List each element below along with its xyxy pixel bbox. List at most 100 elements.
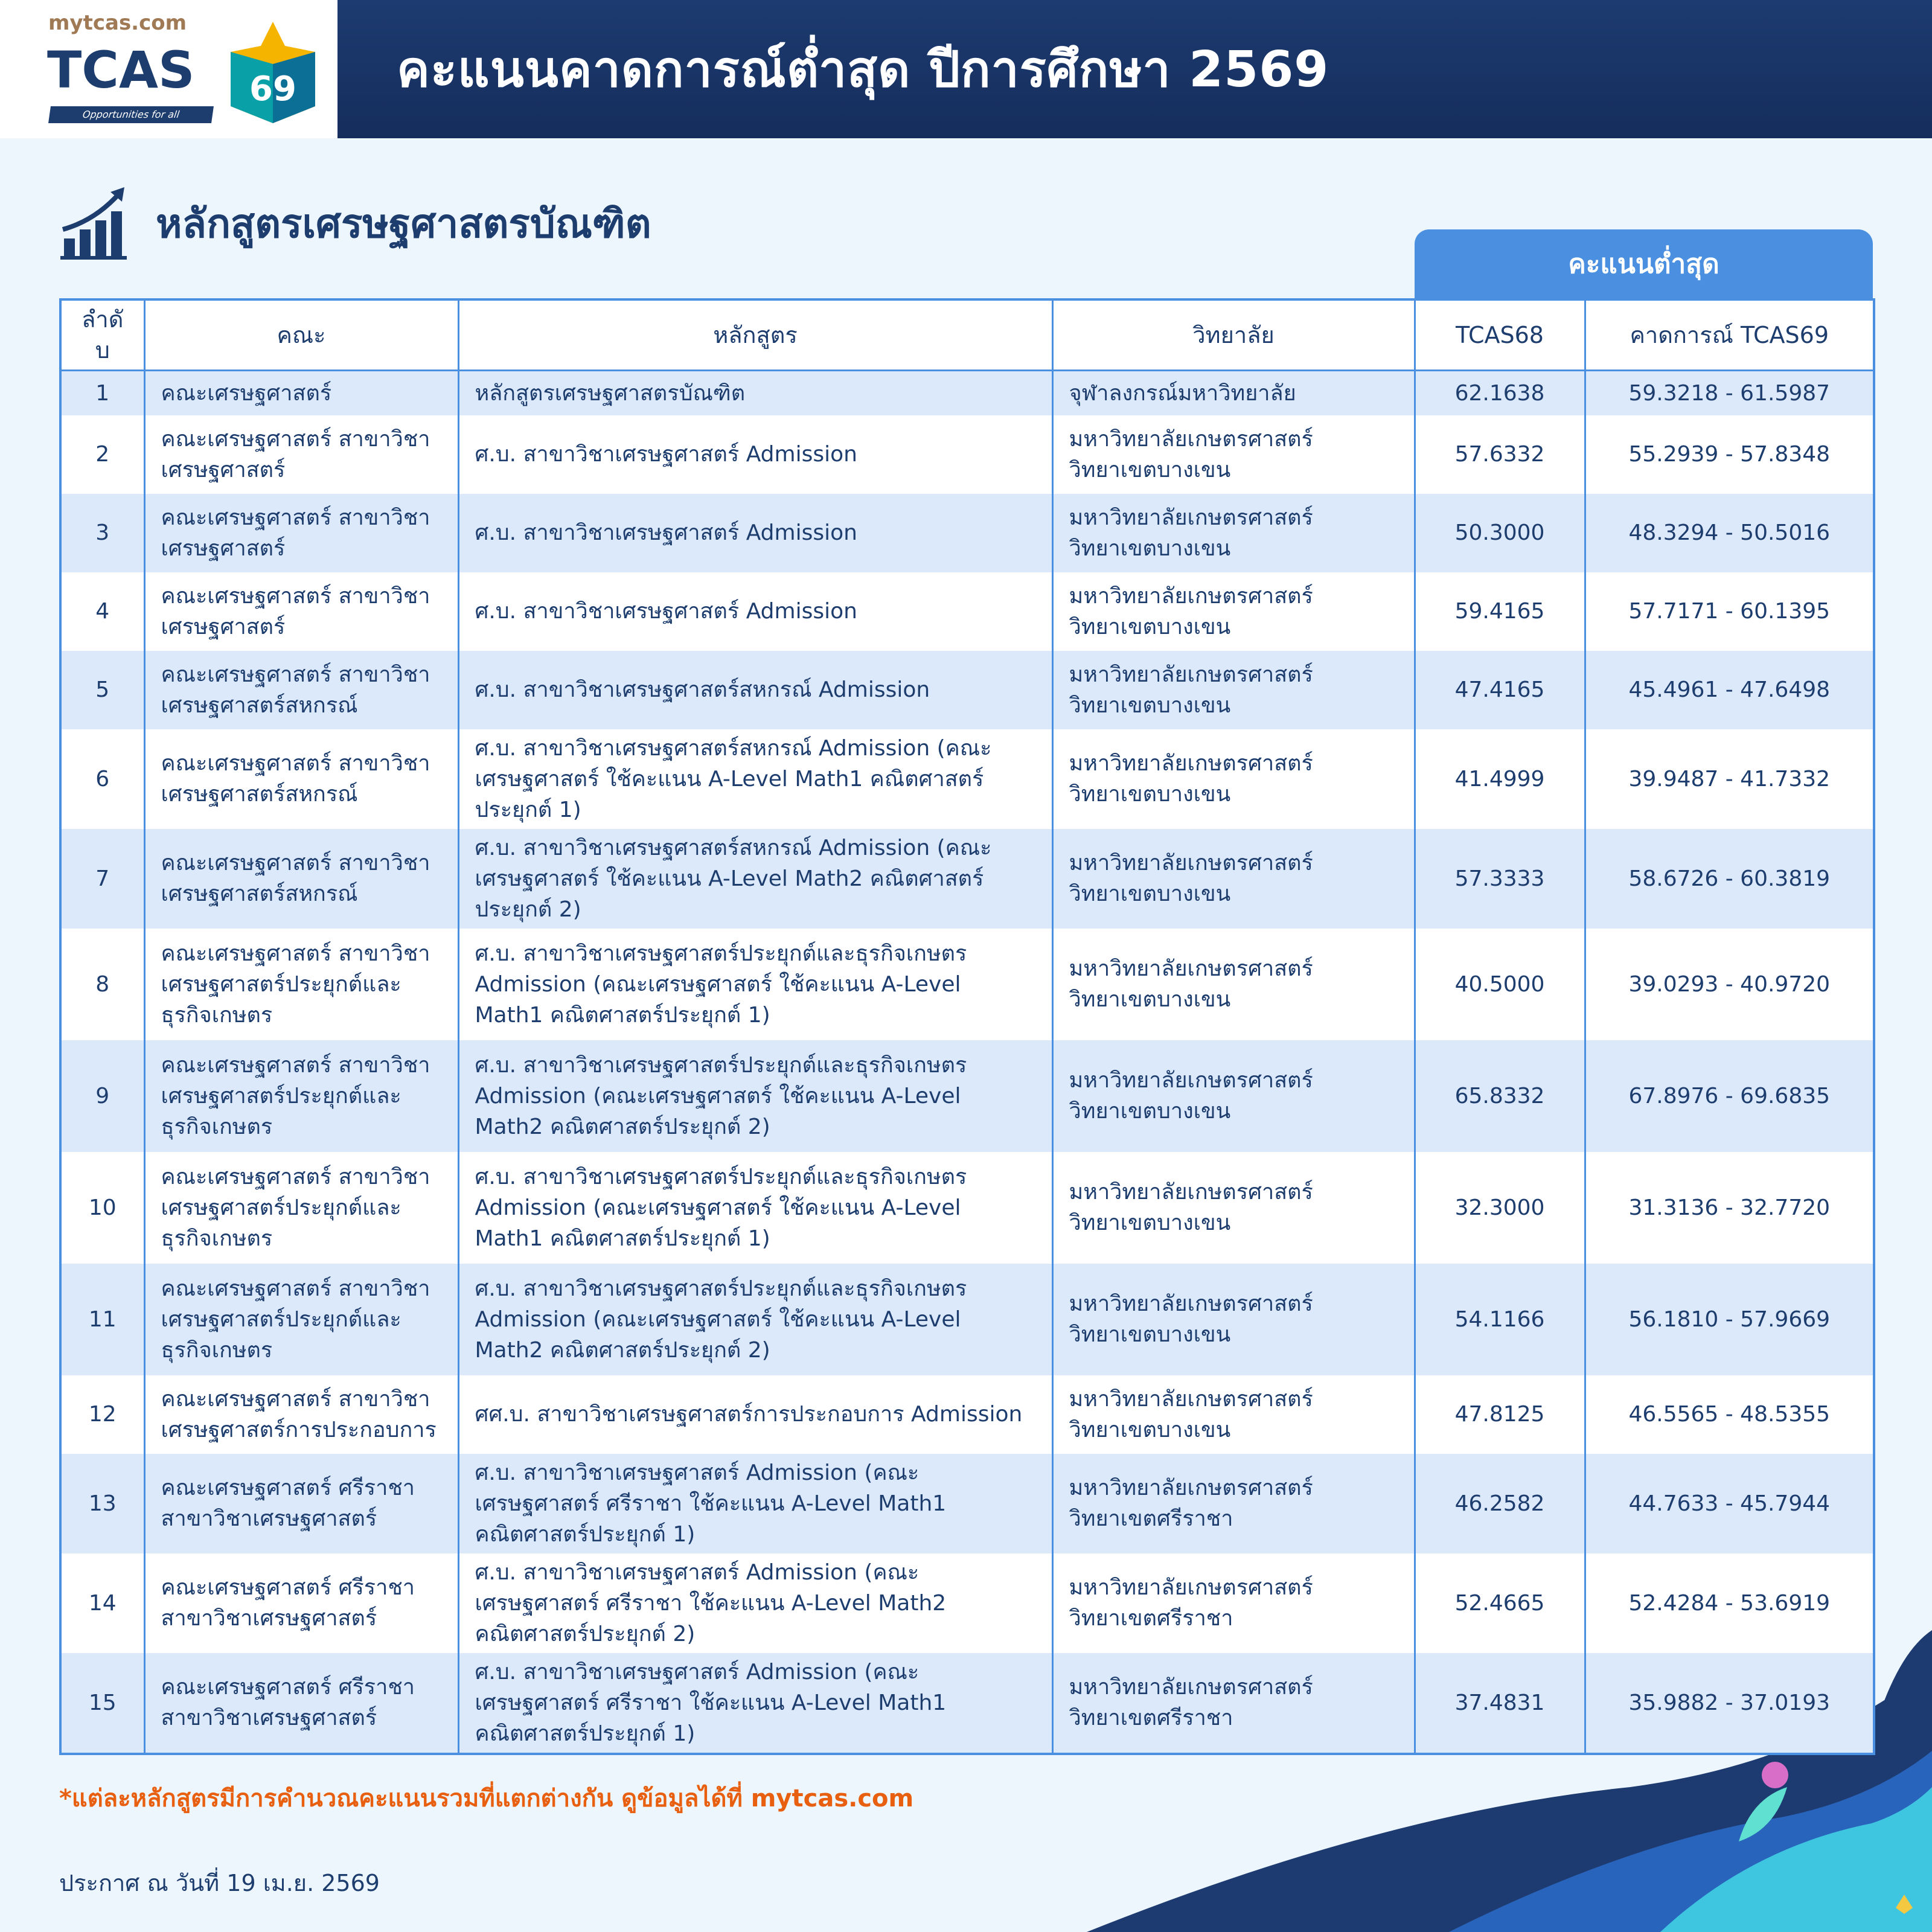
cell-tcas68-score: 47.4165 [1413, 650, 1586, 729]
table-row: 1 คณะเศรษฐศาสตร์ หลักสูตรเศรษฐศาสตรบัณฑิตจ… [59, 370, 1875, 415]
cell-rank: 1 [59, 370, 146, 415]
cell-program: ศ.บ. สาขาวิชาเศรษฐศาสตร์ Admission (คณะเ… [457, 1453, 1054, 1553]
cell-rank: 2 [59, 415, 146, 494]
table-row: 9 คณะเศรษฐศาสตร์ สาขาวิชาเศรษฐศาสตร์ประยุ… [59, 1040, 1875, 1152]
cell-tcas69-forecast: 46.5565 - 48.5355 [1584, 1375, 1875, 1454]
cell-program: ศ.บ. สาขาวิชาเศรษฐศาสตร์ประยุกต์และธุรกิ… [457, 1263, 1054, 1375]
table-row: 8 คณะเศรษฐศาสตร์ สาขาวิชาเศรษฐศาสตร์ประยุ… [59, 928, 1875, 1040]
cell-program: ศ.บ. สาขาวิชาเศรษฐศาสตร์ Admission (คณะเ… [457, 1553, 1054, 1653]
cell-tcas69-forecast: 35.9882 - 37.0193 [1584, 1652, 1875, 1754]
cell-program: ศ.บ. สาขาวิชาเศรษฐศาสตร์ Admission (คณะเ… [457, 1652, 1054, 1754]
cell-tcas68-score: 40.5000 [1413, 928, 1586, 1040]
cell-tcas69-forecast: 31.3136 - 32.7720 [1584, 1151, 1875, 1264]
cell-faculty: คณะเศรษฐศาสตร์ สาขาวิชาเศรษฐศาสตร์ประยุก… [143, 1151, 459, 1264]
cell-tcas68-score: 50.3000 [1413, 493, 1586, 572]
cell-rank: 14 [59, 1553, 146, 1653]
tcas-logo: mytcas.com TCAS Opportunities for all 69 [0, 0, 337, 138]
cell-tcas69-forecast: 48.3294 - 50.5016 [1584, 493, 1875, 572]
cell-faculty: คณะเศรษฐศาสตร์ สาขาวิชาเศรษฐศาสตร์สหกรณ์ [143, 729, 459, 829]
cell-tcas68-score: 59.4165 [1413, 572, 1586, 651]
logo-tagline: Opportunities for all [48, 106, 214, 123]
table-row: 7 คณะเศรษฐศาสตร์ สาขาวิชาเศรษฐศาสตร์สหกรณ… [59, 828, 1875, 929]
page-title: คะแนนคาดการณ์ต่ำสุด ปีการศึกษา 2569 [397, 40, 1329, 98]
cell-university: มหาวิทยาลัยเกษตรศาสตร์ วิทยาเขตศรีราชา [1051, 1652, 1416, 1754]
cell-faculty: คณะเศรษฐศาสตร์ สาขาวิชาเศรษฐศาสตร์ [143, 415, 459, 494]
cell-university: มหาวิทยาลัยเกษตรศาสตร์ วิทยาเขตบางเขน [1051, 1151, 1416, 1264]
cell-tcas68-score: 46.2582 [1413, 1453, 1586, 1553]
table-row: 5 คณะเศรษฐศาสตร์ สาขาวิชาเศรษฐศาสตร์สหกรณ… [59, 650, 1875, 729]
cell-program: ศ.บ. สาขาวิชาเศรษฐศาสตร์ประยุกต์และธุรกิ… [457, 1151, 1054, 1264]
cell-tcas69-forecast: 55.2939 - 57.8348 [1584, 415, 1875, 494]
cell-faculty: คณะเศรษฐศาสตร์ สาขาวิชาเศรษฐศาสตร์สหกรณ์ [143, 650, 459, 729]
announce-date: ประกาศ ณ วันที่ 19 เม.ย. 2569 [59, 1870, 380, 1896]
cell-rank: 8 [59, 928, 146, 1040]
section-title: หลักสูตรเศรษฐศาสตรบัณฑิต [156, 200, 651, 247]
cell-program: ศ.บ. สาขาวิชาเศรษฐศาสตร์ Admission [457, 415, 1054, 494]
table-row: 12 คณะเศรษฐศาสตร์ สาขาวิชาเศรษฐศาสตร์การป… [59, 1375, 1875, 1454]
cell-tcas68-score: 62.1638 [1413, 370, 1586, 415]
table-header-row: ลำดับ คณะ หลักสูตร วิทยาลัย TCAS68 คาดกา… [59, 299, 1875, 371]
cell-rank: 4 [59, 572, 146, 651]
title-banner: คะแนนคาดการณ์ต่ำสุด ปีการศึกษา 2569 [337, 0, 1932, 138]
cell-tcas68-score: 47.8125 [1413, 1375, 1586, 1454]
cell-university: มหาวิทยาลัยเกษตรศาสตร์ วิทยาเขตบางเขน [1051, 729, 1416, 829]
cell-faculty: คณะเศรษฐศาสตร์ สาขาวิชาเศรษฐศาสตร์สหกรณ์ [143, 828, 459, 929]
table-row: 3 คณะเศรษฐศาสตร์ สาขาวิชาเศรษฐศาสตร์ ศ.บ. … [59, 493, 1875, 572]
cell-program: ศ.บ. สาขาวิชาเศรษฐศาสตร์ประยุกต์และธุรกิ… [457, 1040, 1054, 1152]
col-program: หลักสูตร [457, 299, 1054, 371]
cell-university: มหาวิทยาลัยเกษตรศาสตร์ วิทยาเขตบางเขน [1051, 1263, 1416, 1375]
cell-faculty: คณะเศรษฐศาสตร์ สาขาวิชาเศรษฐศาสตร์ประยุก… [143, 1263, 459, 1375]
col-tcas69-forecast: คาดการณ์ TCAS69 [1584, 299, 1875, 371]
cell-tcas68-score: 52.4665 [1413, 1553, 1586, 1653]
table-row: 6 คณะเศรษฐศาสตร์ สาขาวิชาเศรษฐศาสตร์สหกรณ… [59, 729, 1875, 829]
table-row: 4 คณะเศรษฐศาสตร์ สาขาวิชาเศรษฐศาสตร์ ศ.บ. … [59, 572, 1875, 651]
cell-tcas68-score: 57.6332 [1413, 415, 1586, 494]
cell-tcas69-forecast: 57.7171 - 60.1395 [1584, 572, 1875, 651]
table-row: 13 คณะเศรษฐศาสตร์ ศรีราชา สาขาวิชาเศรษฐศา… [59, 1453, 1875, 1553]
logo-brand: TCAS [47, 40, 195, 100]
cell-program: ศ.บ. สาขาวิชาเศรษฐศาสตร์ Admission [457, 572, 1054, 651]
cell-university: มหาวิทยาลัยเกษตรศาสตร์ วิทยาเขตศรีราชา [1051, 1453, 1416, 1553]
cell-faculty: คณะเศรษฐศาสตร์ สาขาวิชาเศรษฐศาสตร์การประ… [143, 1375, 459, 1454]
cell-rank: 6 [59, 729, 146, 829]
cell-university: จุฬาลงกรณ์มหาวิทยาลัย [1051, 370, 1416, 415]
cell-tcas69-forecast: 67.8976 - 69.6835 [1584, 1040, 1875, 1152]
cell-university: มหาวิทยาลัยเกษตรศาสตร์ วิทยาเขตบางเขน [1051, 415, 1416, 494]
cell-rank: 15 [59, 1652, 146, 1754]
cell-faculty: คณะเศรษฐศาสตร์ ศรีราชา สาขาวิชาเศรษฐศาสต… [143, 1453, 459, 1553]
score-table: ลำดับ คณะ หลักสูตร วิทยาลัย TCAS68 คาดกา… [59, 298, 1875, 1755]
cell-rank: 3 [59, 493, 146, 572]
cell-tcas68-score: 57.3333 [1413, 828, 1586, 929]
cell-rank: 13 [59, 1453, 146, 1553]
cell-faculty: คณะเศรษฐศาสตร์ สาขาวิชาเศรษฐศาสตร์ประยุก… [143, 1040, 459, 1152]
col-university: วิทยาลัย [1051, 299, 1416, 371]
cell-program: หลักสูตรเศรษฐศาสตรบัณฑิต [457, 370, 1054, 415]
cell-university: มหาวิทยาลัยเกษตรศาสตร์ วิทยาเขตบางเขน [1051, 1375, 1416, 1454]
cell-tcas69-forecast: 58.6726 - 60.3819 [1584, 828, 1875, 929]
cell-tcas69-forecast: 45.4961 - 47.6498 [1584, 650, 1875, 729]
cell-university: มหาวิทยาลัยเกษตรศาสตร์ วิทยาเขตบางเขน [1051, 650, 1416, 729]
header: mytcas.com TCAS Opportunities for all 69… [0, 0, 1932, 138]
table-row: 14 คณะเศรษฐศาสตร์ ศรีราชา สาขาวิชาเศรษฐศา… [59, 1553, 1875, 1653]
cell-faculty: คณะเศรษฐศาสตร์ [143, 370, 459, 415]
year-badge: 69 [249, 69, 296, 109]
col-faculty: คณะ [143, 299, 459, 371]
growth-chart-icon [60, 187, 127, 260]
cell-university: มหาวิทยาลัยเกษตรศาสตร์ วิทยาเขตศรีราชา [1051, 1553, 1416, 1653]
table-row: 11 คณะเศรษฐศาสตร์ สาขาวิชาเศรษฐศาสตร์ประย… [59, 1263, 1875, 1375]
cell-tcas69-forecast: 39.9487 - 41.7332 [1584, 729, 1875, 829]
cell-rank: 5 [59, 650, 146, 729]
cell-program: ศ.บ. สาขาวิชาเศรษฐศาสตร์สหกรณ์ Admission… [457, 828, 1054, 929]
section-heading: หลักสูตรเศรษฐศาสตรบัณฑิต [59, 187, 651, 260]
logo-site: mytcas.com [48, 11, 187, 35]
cell-faculty: คณะเศรษฐศาสตร์ ศรีราชา สาขาวิชาเศรษฐศาสต… [143, 1652, 459, 1754]
cell-tcas69-forecast: 59.3218 - 61.5987 [1584, 370, 1875, 415]
cell-tcas69-forecast: 44.7633 - 45.7944 [1584, 1453, 1875, 1553]
col-tcas68: TCAS68 [1413, 299, 1586, 371]
cell-program: ศ.บ. สาขาวิชาเศรษฐศาสตร์ Admission [457, 493, 1054, 572]
cell-tcas69-forecast: 56.1810 - 57.9669 [1584, 1263, 1875, 1375]
cell-program: ศ.บ. สาขาวิชาเศรษฐศาสตร์สหกรณ์ Admission [457, 650, 1054, 729]
cell-program: ศ.บ. สาขาวิชาเศรษฐศาสตร์ประยุกต์และธุรกิ… [457, 928, 1054, 1040]
cell-tcas68-score: 41.4999 [1413, 729, 1586, 829]
cell-university: มหาวิทยาลัยเกษตรศาสตร์ วิทยาเขตบางเขน [1051, 928, 1416, 1040]
